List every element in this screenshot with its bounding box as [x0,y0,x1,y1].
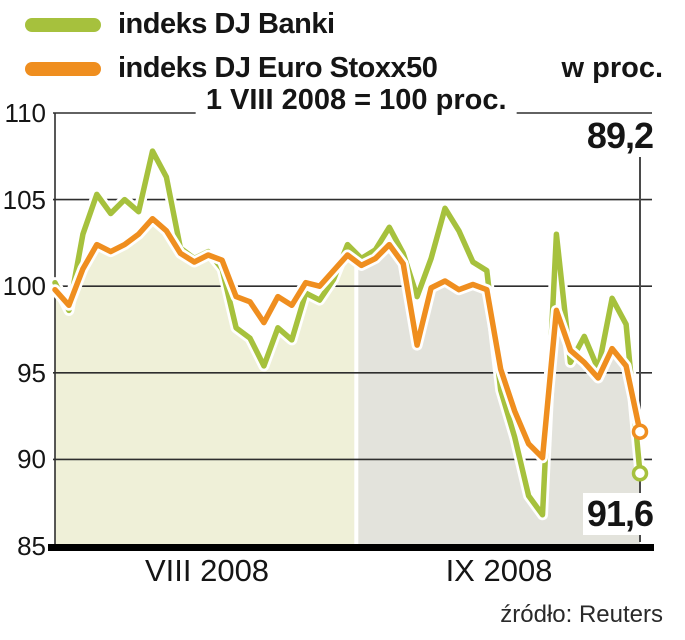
y-tick-label-90: 90 [17,444,46,475]
y-tick-label-100: 100 [2,271,46,302]
area-fill-viii [55,218,357,546]
stoxx-line-swatch-icon [25,61,101,76]
y-tick-label-110: 110 [4,98,46,128]
x-axis-line [48,544,654,551]
y-tick-label-85: 85 [17,531,46,561]
banki-line-swatch-icon [25,17,101,32]
stoxx-line [52,215,643,461]
legend-label-stoxx: indeks DJ Euro Stoxx50 [118,52,438,84]
y-tick-label-95: 95 [17,357,46,388]
stoxx-final-value: 91,6 [582,493,657,535]
x-label-ix-2008: IX 2008 [445,553,553,588]
unit-label: w proc. [561,52,663,84]
legend-label-banki: indeks DJ Banki [118,8,335,40]
stoxx-endpoint-marker [631,423,649,440]
x-label-viii-2008: VIII 2008 [144,553,270,588]
chart-subtitle: 1 VIII 2008 = 100 proc. [195,84,517,117]
legend-item-stoxx: indeks DJ Euro Stoxx50 [25,52,438,85]
source-label: źródło: Reuters [500,601,663,628]
banki-final-value: 89,2 [582,115,657,157]
banki-line [52,148,643,518]
y-tick-label-105: 105 [2,184,46,215]
banki-endpoint-marker [631,465,649,482]
legend-item-banki: indeks DJ Banki [25,8,335,41]
